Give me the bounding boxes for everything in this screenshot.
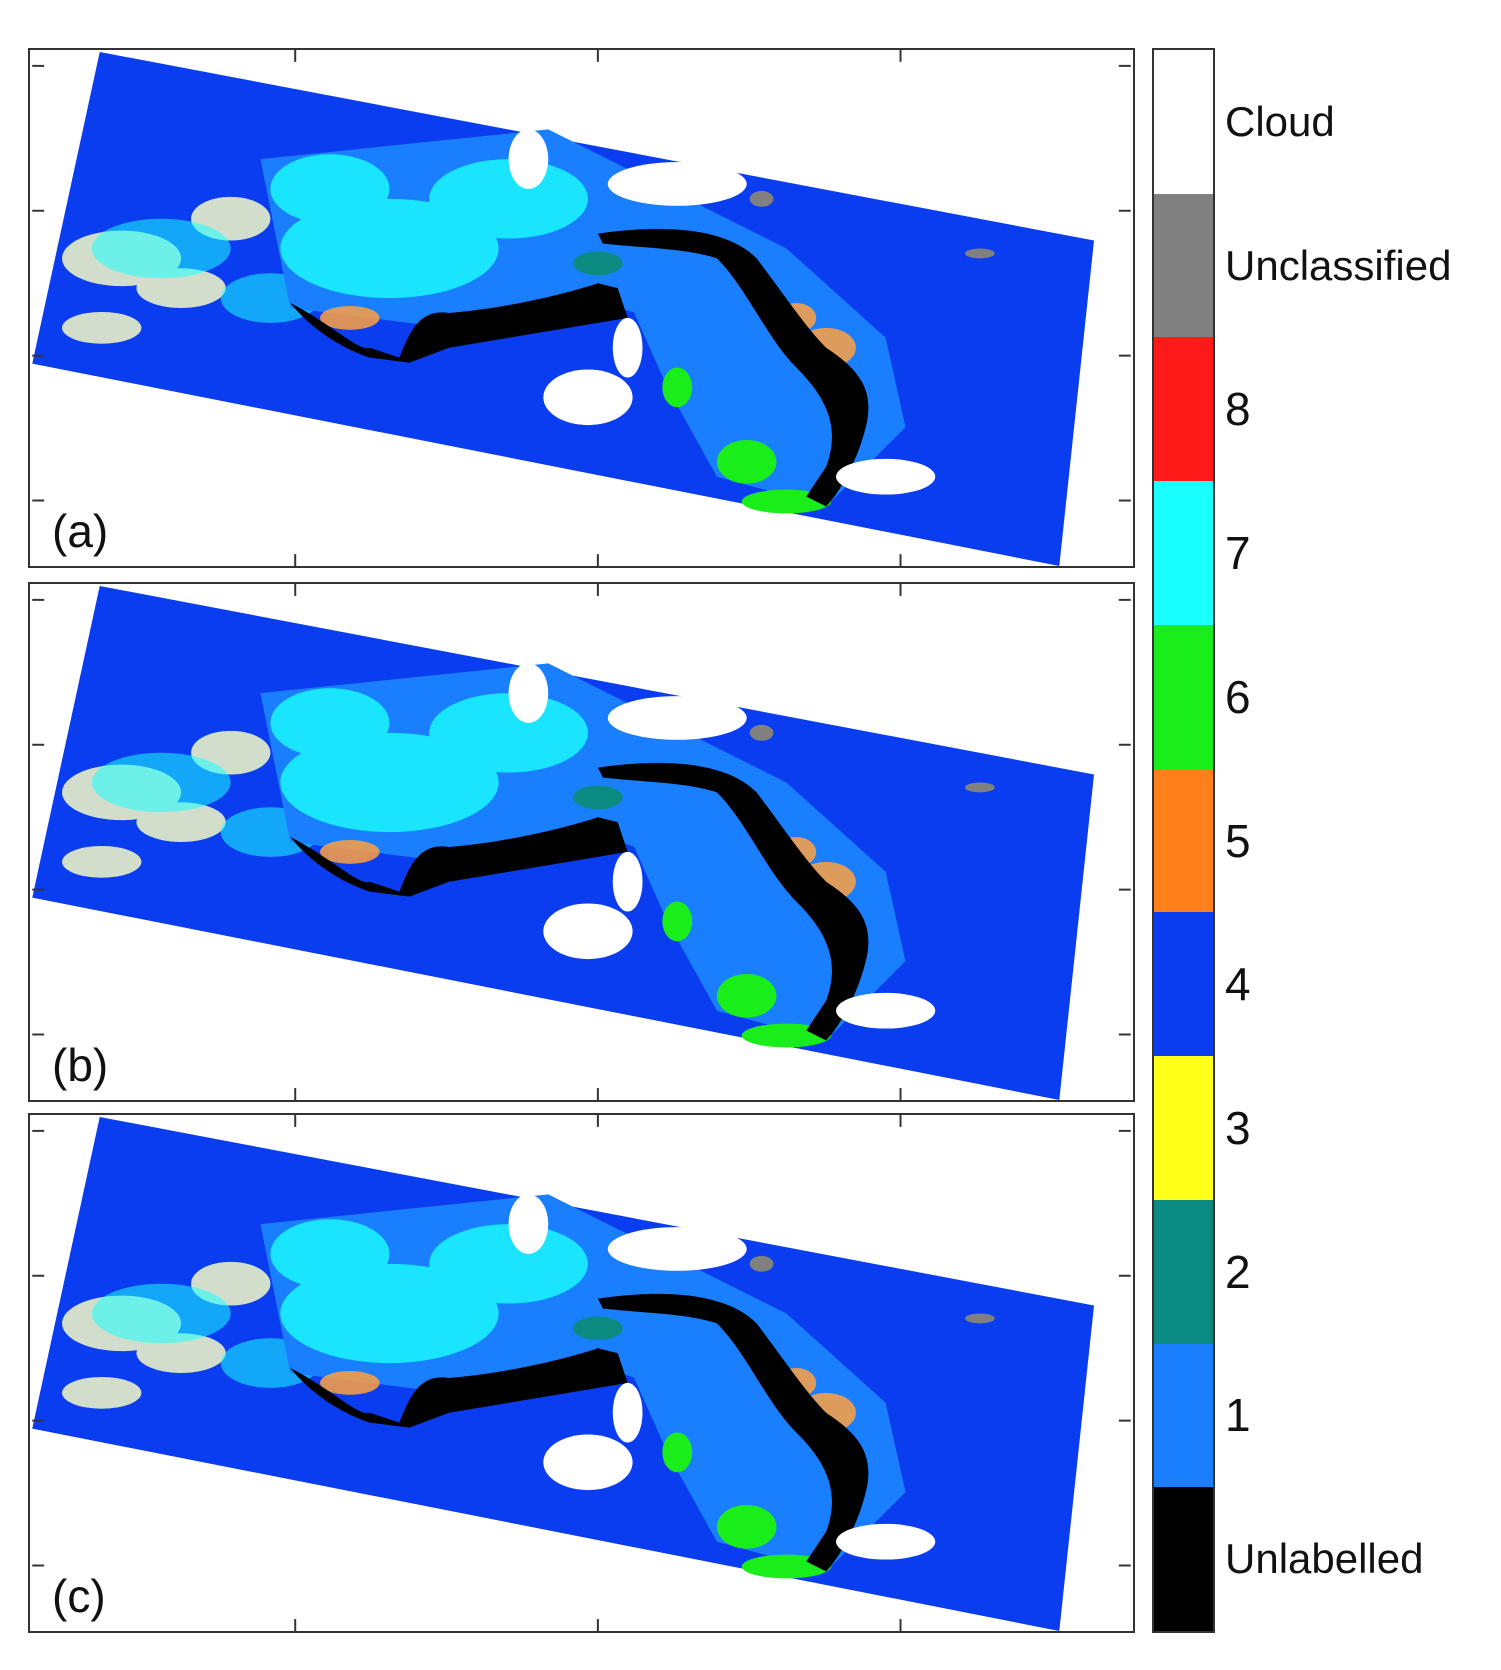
- legend-swatch: [1154, 337, 1213, 482]
- legend-swatch: [1154, 768, 1213, 913]
- legend-label: Cloud: [1225, 97, 1335, 145]
- legend-label: 4: [1225, 958, 1251, 1011]
- legend-label: Unclassified: [1225, 241, 1452, 289]
- legend-label: 1: [1225, 1389, 1251, 1442]
- panel-label: (a): [52, 505, 109, 557]
- panel-label: (c): [52, 1570, 106, 1622]
- legend-swatch: [1154, 624, 1213, 770]
- legend-swatch: [1154, 481, 1213, 626]
- legend-swatch: [1154, 1056, 1213, 1201]
- classification-map: [31, 584, 1132, 1100]
- legend-swatch: [1154, 50, 1213, 195]
- class-legend-colorbar: [1152, 48, 1215, 1633]
- panel-label: (b): [52, 1039, 109, 1091]
- legend-swatch: [1154, 1343, 1213, 1488]
- legend-swatch: [1154, 912, 1213, 1057]
- legend-label: 5: [1225, 814, 1251, 867]
- legend-label: 2: [1225, 1245, 1251, 1298]
- map-panel-b: (b): [28, 582, 1135, 1102]
- map-panel-a: (a): [28, 48, 1135, 568]
- map-panel-c: (c): [28, 1113, 1135, 1633]
- legend-label: 8: [1225, 383, 1251, 436]
- classification-map: [31, 1115, 1132, 1631]
- legend-label: Unlabelled: [1225, 1535, 1424, 1583]
- legend-swatch: [1154, 1487, 1213, 1632]
- legend-swatch: [1154, 193, 1213, 338]
- legend-label: 7: [1225, 527, 1251, 580]
- legend-label: 3: [1225, 1101, 1251, 1154]
- classification-map: [31, 50, 1132, 566]
- legend-label: 6: [1225, 670, 1251, 723]
- legend-swatch: [1154, 1199, 1213, 1345]
